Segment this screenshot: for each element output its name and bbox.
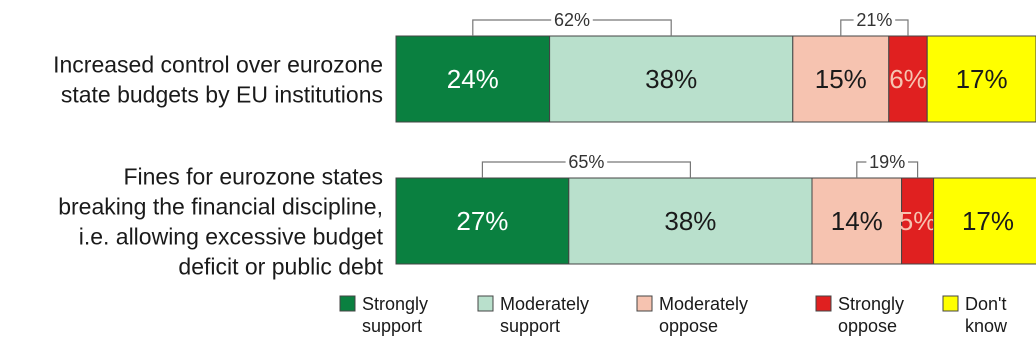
bracket-line-right [607, 161, 692, 178]
segment-value-label: 27% [456, 206, 508, 236]
category-labels-layer: Increased control over eurozone state bud… [53, 51, 383, 279]
legend-label: Strongly oppose [838, 294, 904, 336]
segment-value-label: 6% [889, 64, 927, 94]
bracket-line-right [895, 19, 909, 36]
category-label-line: state budgets by EU institutions [61, 81, 383, 107]
bracket-total-label: 21% [856, 10, 892, 30]
bar-segment [549, 35, 794, 123]
bar-segment [395, 35, 551, 123]
bar-segment [395, 177, 570, 265]
legend-label: Moderately support [500, 294, 589, 336]
legend-swatch [477, 295, 494, 312]
category-label-line: Fines for eurozone states [123, 163, 383, 189]
legend-item: Moderately oppose [636, 294, 748, 336]
legend-swatch [815, 295, 832, 312]
bar-segment [568, 177, 813, 265]
category-label-line: Increased control over eurozone [53, 51, 383, 77]
support-total-bracket: 62% [472, 10, 672, 36]
category-label-line: breaking the financial discipline, [58, 193, 383, 219]
bar-group-2: 27% 38% 14% 5% 17% [395, 177, 1036, 265]
legend-label-line: support [362, 316, 422, 336]
bars-layer: 24% 38% 15% 6% 17% 27% 38% 14% 5% 17% [395, 35, 1036, 265]
legend-swatch [339, 295, 356, 312]
bracket-total-label: 19% [869, 152, 905, 172]
legend-item: Don't know [942, 294, 1008, 336]
segment-value-label: 17% [956, 64, 1008, 94]
bracket-annotations-layer: 62% 21% 65% 19% [472, 10, 919, 178]
bracket-total-label: 62% [554, 10, 590, 30]
bracket-line-left [481, 161, 566, 178]
bracket-line-left [856, 161, 867, 178]
legend-label-line: Don't [965, 294, 1006, 314]
legend-label-line: oppose [659, 316, 718, 336]
bar-group-1: 24% 38% 15% 6% 17% [395, 35, 1036, 123]
legend-swatch [636, 295, 653, 312]
oppose-total-bracket: 19% [856, 152, 919, 178]
bar-segment [933, 177, 1036, 265]
bracket-line-left [472, 19, 552, 36]
legend-item: Strongly oppose [815, 294, 904, 336]
segment-value-label: 24% [447, 64, 499, 94]
bar-segment [926, 35, 1036, 123]
legend-label-line: support [500, 316, 560, 336]
bracket-line-right [592, 19, 672, 36]
legend-label-line: Strongly [362, 294, 428, 314]
category-label: Increased control over eurozone state bud… [53, 51, 383, 107]
legend-label: Strongly support [362, 294, 428, 336]
legend-label: Moderately oppose [659, 294, 748, 336]
legend-item: Strongly support [339, 294, 428, 336]
support-total-bracket: 65% [481, 152, 692, 178]
segment-value-label: 15% [815, 64, 867, 94]
segment-value-label: 17% [962, 206, 1014, 236]
legend-swatch [942, 295, 959, 312]
legend-label-line: Moderately [659, 294, 748, 314]
category-label: Fines for eurozone states breaking the fi… [58, 163, 383, 279]
segment-value-label: 5% [899, 206, 937, 236]
bracket-line-left [840, 19, 854, 36]
segment-value-label: 14% [831, 206, 883, 236]
legend-item: Moderately support [477, 294, 589, 336]
legend-label-line: Strongly [838, 294, 904, 314]
bracket-line-right [908, 161, 919, 178]
legend-label-line: Moderately [500, 294, 589, 314]
segment-value-label: 38% [664, 206, 716, 236]
segment-value-label: 38% [645, 64, 697, 94]
legend-label-line: know [965, 316, 1008, 336]
legend-label-line: oppose [838, 316, 897, 336]
oppose-total-bracket: 21% [840, 10, 909, 36]
bracket-total-label: 65% [568, 152, 604, 172]
legend-label: Don't know [965, 294, 1008, 336]
category-label-line: deficit or public debt [178, 253, 383, 279]
category-label-line: i.e. allowing excessive budget [79, 223, 384, 249]
